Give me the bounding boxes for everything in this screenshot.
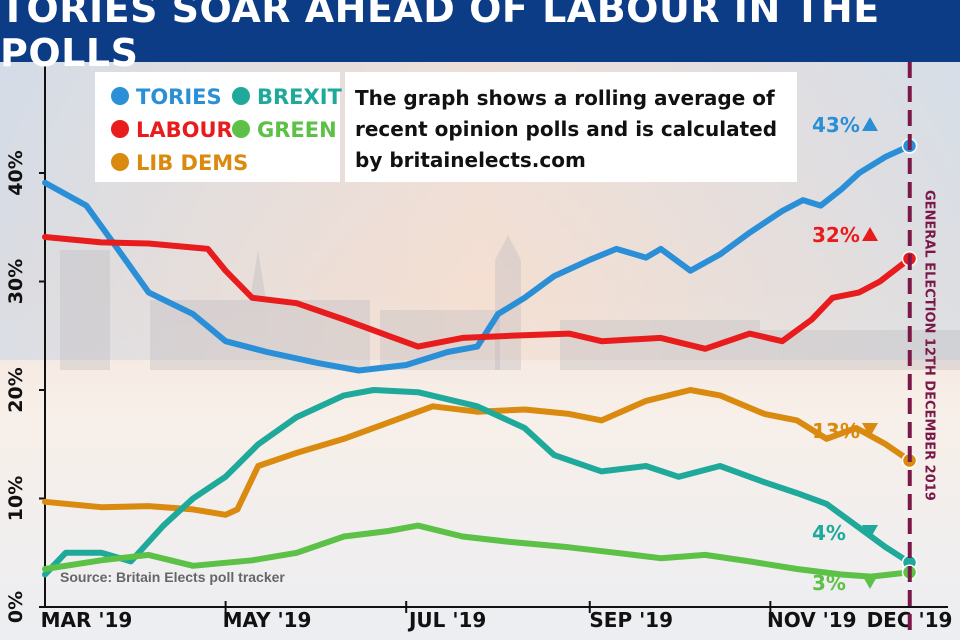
x-tick-label: MAY '19 [223, 608, 312, 632]
end-label-brexit: 4% [812, 521, 846, 545]
x-tick-label: MAR '19 [41, 608, 133, 632]
legend-marker-lib-dems [111, 153, 129, 171]
legend: TORIES LABOUR LIB DEMS BREXIT GREEN [95, 72, 343, 182]
x-tick-label: SEP '19 [589, 608, 673, 632]
x-tick-label: NOV '19 [767, 608, 857, 632]
chart-title: TORIES SOAR AHEAD OF LABOUR IN THE POLLS [0, 0, 880, 75]
y-tick-label: 0% [5, 591, 27, 623]
note-line-3: by britainelects.com [355, 148, 586, 172]
legend-label-tories: TORIES [136, 85, 222, 109]
end-label-lib-dems: 13% [812, 419, 860, 443]
series-line-tories [42, 142, 913, 374]
series-line-brexit [42, 387, 913, 578]
y-tick-label: 30% [5, 259, 27, 304]
election-annotation: GENERAL ELECTION 12TH DECEMBER 2019 [907, 62, 937, 630]
end-label-green: 3% [812, 571, 846, 595]
trend-arrow-brexit [862, 525, 878, 539]
legend-marker-tories [111, 87, 129, 105]
note-box: The graph shows a rolling average of rec… [345, 72, 797, 182]
note-line-2: recent opinion polls and is calculated [355, 117, 777, 141]
trend-arrow-labour [862, 227, 878, 241]
series-line-green [42, 522, 913, 580]
legend-box [95, 72, 340, 182]
y-tick-label: 10% [5, 476, 27, 521]
x-tick-label: JUL '19 [407, 608, 486, 632]
y-tick-label: 40% [5, 150, 27, 195]
legend-label-brexit: BREXIT [257, 85, 343, 109]
legend-label-labour: LABOUR [136, 118, 233, 142]
trend-arrow-lib-dems [862, 423, 878, 437]
y-axis: 0% 10% 20% 30% 40% [5, 62, 948, 623]
legend-marker-green [232, 120, 250, 138]
legend-marker-labour [111, 120, 129, 138]
trend-arrow-tories [862, 117, 878, 131]
legend-marker-brexit [232, 87, 250, 105]
source-note: Source: Britain Elects poll tracker [60, 569, 285, 585]
end-label-tories: 43% [812, 113, 860, 137]
note-line-1: The graph shows a rolling average of [355, 86, 775, 110]
trend-arrow-green [862, 575, 878, 589]
note-background [345, 72, 797, 182]
series-line-lib-dems [42, 387, 913, 518]
legend-label-green: GREEN [257, 118, 337, 142]
series-line-labour [42, 234, 913, 352]
election-label: GENERAL ELECTION 12TH DECEMBER 2019 [922, 190, 937, 501]
x-axis: MAR '19 MAY '19 JUL '19 SEP '19 NOV '19 DEC '… [41, 601, 952, 632]
title-bar: TORIES SOAR AHEAD OF LABOUR IN THE POLLS [0, 0, 960, 75]
series-layer: 43% 32% 13% 4% 3% [42, 113, 918, 595]
legend-label-lib-dems: LIB DEMS [136, 151, 248, 175]
y-tick-label: 20% [5, 367, 27, 412]
end-label-labour: 32% [812, 223, 860, 247]
